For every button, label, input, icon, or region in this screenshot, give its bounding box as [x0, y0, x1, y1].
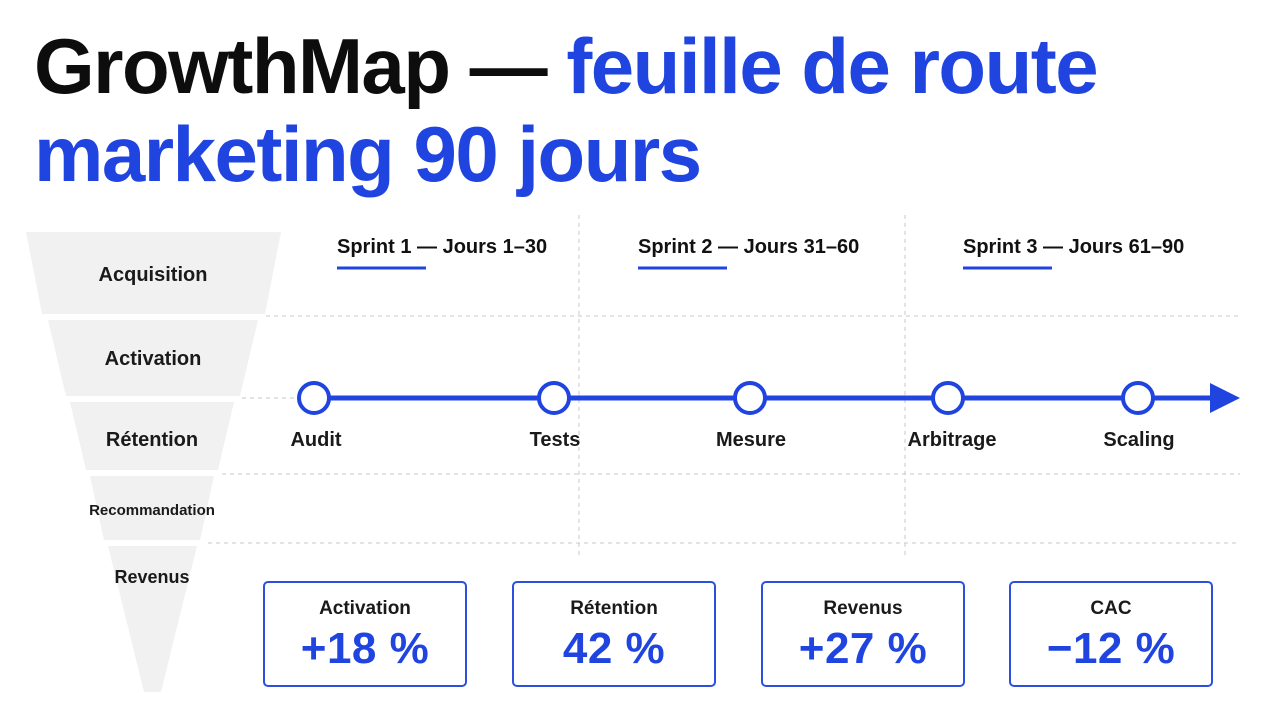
sprint-2-label: Sprint 2 — Jours 31–60	[638, 236, 859, 258]
kpi-card-revenus: Revenus +27 %	[761, 581, 965, 687]
funnel-stage-recommandation	[90, 476, 214, 540]
milestone-label-arbitrage: Arbitrage	[908, 429, 997, 451]
milestone-label-scaling: Scaling	[1103, 429, 1174, 451]
funnel-label-retention: Rétention	[106, 429, 198, 451]
funnel: Acquisition Activation Rétention Recomma…	[26, 232, 281, 692]
kpi-value: −12 %	[1046, 624, 1176, 673]
sprint-1-label: Sprint 1 — Jours 1–30	[337, 236, 547, 258]
kpi-label: Revenus	[823, 598, 903, 619]
funnel-stage-activation	[48, 320, 258, 396]
milestone-label-audit: Audit	[290, 429, 341, 451]
milestone-node-audit	[297, 381, 331, 415]
kpi-label: Rétention	[570, 598, 658, 619]
milestone-node-mesure	[733, 381, 767, 415]
funnel-stage-retention	[70, 402, 234, 470]
kpi-value: +18 %	[300, 624, 430, 673]
milestone-label-mesure: Mesure	[716, 429, 786, 451]
title-subtitle: feuille de route marketing 90 jours	[34, 22, 1099, 198]
funnel-label-activation: Activation	[105, 348, 202, 370]
milestone-node-arbitrage	[931, 381, 965, 415]
milestone-node-tests	[537, 381, 571, 415]
kpi-card-cac: CAC −12 %	[1009, 581, 1213, 687]
kpi-value: 42 %	[562, 624, 666, 673]
page-title: GrowthMap — feuille de route marketing 9…	[34, 22, 1254, 198]
timeline-grid	[208, 215, 1240, 556]
funnel-stage-revenus	[108, 546, 197, 692]
funnel-label-recommandation: Recommandation	[89, 502, 215, 519]
title-brand: GrowthMap —	[34, 22, 567, 110]
kpi-value: +27 %	[798, 624, 928, 673]
milestone-label-tests: Tests	[530, 429, 581, 451]
funnel-stage-acquisition	[26, 232, 281, 314]
sprint-3-label: Sprint 3 — Jours 61–90	[963, 236, 1184, 258]
milestone-node-scaling	[1121, 381, 1155, 415]
kpi-card-activation: Activation +18 %	[263, 581, 467, 687]
funnel-label-acquisition: Acquisition	[99, 264, 208, 286]
kpi-label: Activation	[319, 598, 411, 619]
sprint-headers: Sprint 1 — Jours 1–30 Sprint 2 — Jours 3…	[337, 236, 1184, 270]
timeline-arrowhead	[1210, 383, 1240, 413]
kpi-card-retention: Rétention 42 %	[512, 581, 716, 687]
timeline: Audit Tests Mesure Arbitrage Scaling	[290, 381, 1240, 451]
funnel-label-revenus: Revenus	[114, 567, 189, 587]
kpi-label: CAC	[1090, 598, 1132, 619]
